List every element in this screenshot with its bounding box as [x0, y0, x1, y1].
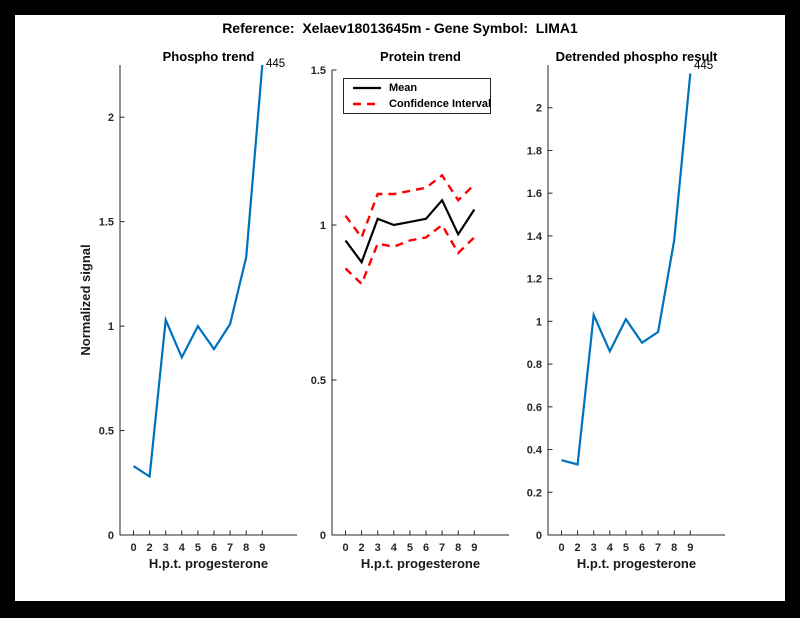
subplot1-xlabel: H.p.t. progesterone [148, 556, 269, 571]
subplot3-endpoint-label: 445 [694, 60, 714, 72]
subplot1-ylabel: Normalized signal [78, 244, 93, 356]
subplot1-endpoint-label: 445 [266, 58, 286, 70]
subplot2-xlabel: H.p.t. progesterone [360, 556, 481, 571]
legend-label-confidence-interval: Confidence Interval [389, 98, 492, 110]
subplot2-title: Protein trend [380, 49, 461, 64]
confidence-interval-line-sample-icon [353, 102, 381, 106]
legend-entry-mean: Mean [344, 80, 490, 96]
mean-line-sample-icon [353, 86, 381, 90]
subplot1-title: Phospho trend [162, 49, 255, 64]
subplot3-title: Detrended phospho result [555, 49, 718, 64]
legend-entry-confidence-interval: Confidence Interval [344, 96, 492, 112]
legend-label-mean: Mean [389, 82, 418, 94]
legend-box: Mean Confidence Interval [343, 78, 491, 114]
figure-title: Reference: Xelaev18013645m - Gene Symbol… [222, 20, 578, 36]
subplot3-xlabel: H.p.t. progesterone [576, 556, 697, 571]
